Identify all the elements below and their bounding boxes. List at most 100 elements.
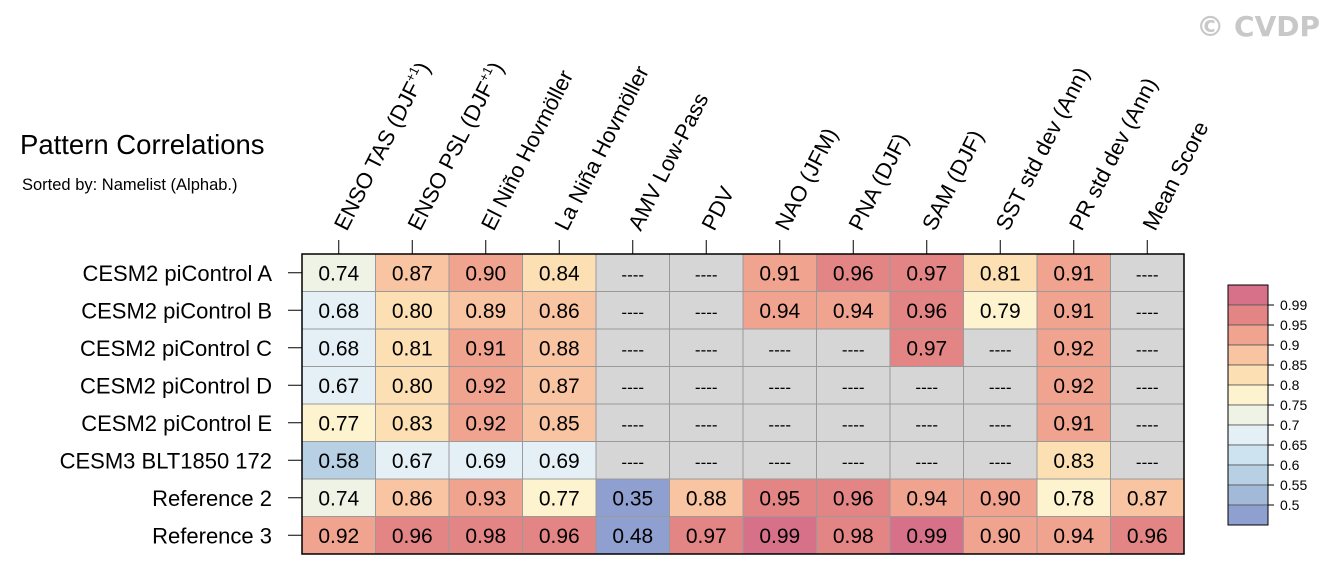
missing-value-label: ---- — [915, 415, 938, 434]
cell-value-label: 0.91 — [1053, 300, 1094, 323]
missing-value-label: ---- — [621, 265, 644, 284]
heatmap-cell — [595, 253, 670, 292]
missing-value-label: ---- — [768, 453, 791, 472]
heatmap-cell — [375, 366, 450, 405]
cell-value-label: 0.96 — [833, 262, 874, 285]
heatmap-cell — [669, 328, 744, 367]
heatmap-cell — [742, 328, 817, 367]
cell-value-label: 0.68 — [318, 300, 359, 323]
missing-value-label: ---- — [842, 378, 865, 397]
missing-value-label: ---- — [695, 415, 718, 434]
heatmap-cell — [816, 516, 891, 555]
cell-value-label: 0.74 — [318, 262, 359, 285]
missing-value-label: ---- — [842, 340, 865, 359]
heatmap-cell — [595, 516, 670, 555]
row-label: CESM3 BLT1850 172 — [60, 448, 272, 473]
row-label: CESM2 piControl E — [81, 411, 272, 436]
cell-value-label: 0.94 — [759, 300, 800, 323]
column-label-text: Mean Score — [1137, 117, 1213, 234]
cell-value-label: 0.99 — [906, 525, 947, 548]
cell-value-label: 0.88 — [539, 337, 580, 360]
cell-value-label: 0.58 — [318, 450, 359, 473]
missing-value-label: ---- — [1136, 265, 1159, 284]
cell-value-label: 0.48 — [612, 525, 653, 548]
colorbar-label: 0.95 — [1280, 317, 1307, 333]
colorbar-legend: 0.99 0.95 0.9 0.85 0.8 0.75 0.7 0.65 0.6 0.55 0.5 — [1227, 284, 1307, 526]
row-label: CESM2 piControl A — [82, 261, 272, 286]
heatmap-cell — [448, 403, 523, 442]
heatmap-cell — [1110, 328, 1185, 367]
colorbar-box — [1227, 484, 1269, 506]
column-label-text: NAO (JFM) — [770, 124, 843, 234]
heatmap-cell — [1036, 366, 1111, 405]
heatmap-cells: 0.74 0.87 0.90 0.84 ---- ---- 0.91 0.96 0.97 0.81… — [301, 253, 1185, 555]
chart-title: Pattern Correlations — [20, 129, 265, 160]
cell-value-label: 0.84 — [539, 262, 580, 285]
missing-value-label: ---- — [695, 303, 718, 322]
cell-value-label: 0.96 — [392, 525, 433, 548]
cell-value-label: 0.67 — [318, 375, 359, 398]
colorbar-box — [1227, 404, 1269, 426]
heatmap-cell — [522, 441, 597, 480]
cell-value-label: 0.97 — [686, 525, 727, 548]
colorbar-label: 0.6 — [1280, 457, 1300, 473]
cell-value-label: 0.87 — [539, 375, 580, 398]
cell-value-label: 0.91 — [1053, 412, 1094, 435]
missing-value-label: ---- — [915, 453, 938, 472]
colorbar-box — [1227, 324, 1269, 346]
column-labels: ENSO TAS (DJF+1)ENSO PSL (DJF+1)El Niño … — [329, 58, 1214, 254]
cell-value-label: 0.74 — [318, 487, 359, 510]
cell-value-label: 0.78 — [1053, 487, 1094, 510]
cell-value-label: 0.81 — [392, 337, 433, 360]
heatmap-cell — [522, 366, 597, 405]
heatmap-cell — [889, 291, 964, 330]
heatmap-cell — [963, 403, 1038, 442]
missing-value-label: ---- — [695, 453, 718, 472]
cell-value-label: 0.96 — [1127, 525, 1168, 548]
missing-value-label: ---- — [842, 415, 865, 434]
missing-value-label: ---- — [1136, 378, 1159, 397]
heatmap-cell — [742, 366, 817, 405]
cell-value-label: 0.97 — [906, 337, 947, 360]
colorbar-box — [1227, 444, 1269, 466]
heatmap-cell — [1110, 253, 1185, 292]
cell-value-label: 0.83 — [392, 412, 433, 435]
cell-value-label: 0.97 — [906, 262, 947, 285]
cell-value-label: 0.80 — [392, 300, 433, 323]
cell-value-label: 0.99 — [759, 525, 800, 548]
cell-value-label: 0.83 — [1053, 450, 1094, 473]
colorbar-box — [1227, 504, 1269, 526]
cell-value-label: 0.80 — [392, 375, 433, 398]
heatmap-cell — [595, 291, 670, 330]
heatmap-cell — [742, 291, 817, 330]
missing-value-label: ---- — [621, 340, 644, 359]
cell-value-label: 0.67 — [392, 450, 433, 473]
heatmap-frame — [301, 253, 1185, 555]
missing-value-label: ---- — [1136, 340, 1159, 359]
heatmap-cell — [816, 403, 891, 442]
colorbar-box — [1227, 424, 1269, 446]
cell-value-label: 0.93 — [465, 487, 506, 510]
cell-value-label: 0.92 — [318, 525, 359, 548]
heatmap-cell — [816, 328, 891, 367]
heatmap-cell — [889, 516, 964, 555]
heatmap-cell — [889, 478, 964, 517]
cell-value-label: 0.92 — [465, 412, 506, 435]
cell-value-label: 0.96 — [906, 300, 947, 323]
column-label-text: PNA (DJF) — [843, 129, 913, 234]
heatmap-cell — [448, 441, 523, 480]
heatmap-cell — [669, 403, 744, 442]
missing-value-label: ---- — [695, 265, 718, 284]
column-label: SAM (DJF) — [917, 126, 989, 234]
cell-value-label: 0.79 — [980, 300, 1021, 323]
missing-value-label: ---- — [621, 378, 644, 397]
heatmap-cell — [375, 403, 450, 442]
row-label: CESM2 piControl B — [81, 298, 272, 323]
colorbar-label: 0.9 — [1280, 337, 1300, 353]
colorbar-box — [1227, 304, 1269, 326]
colorbar-box — [1227, 384, 1269, 406]
heatmap-cell — [963, 291, 1038, 330]
missing-value-label: ---- — [621, 415, 644, 434]
heatmap-cell — [1110, 366, 1185, 405]
missing-value-label: ---- — [915, 378, 938, 397]
